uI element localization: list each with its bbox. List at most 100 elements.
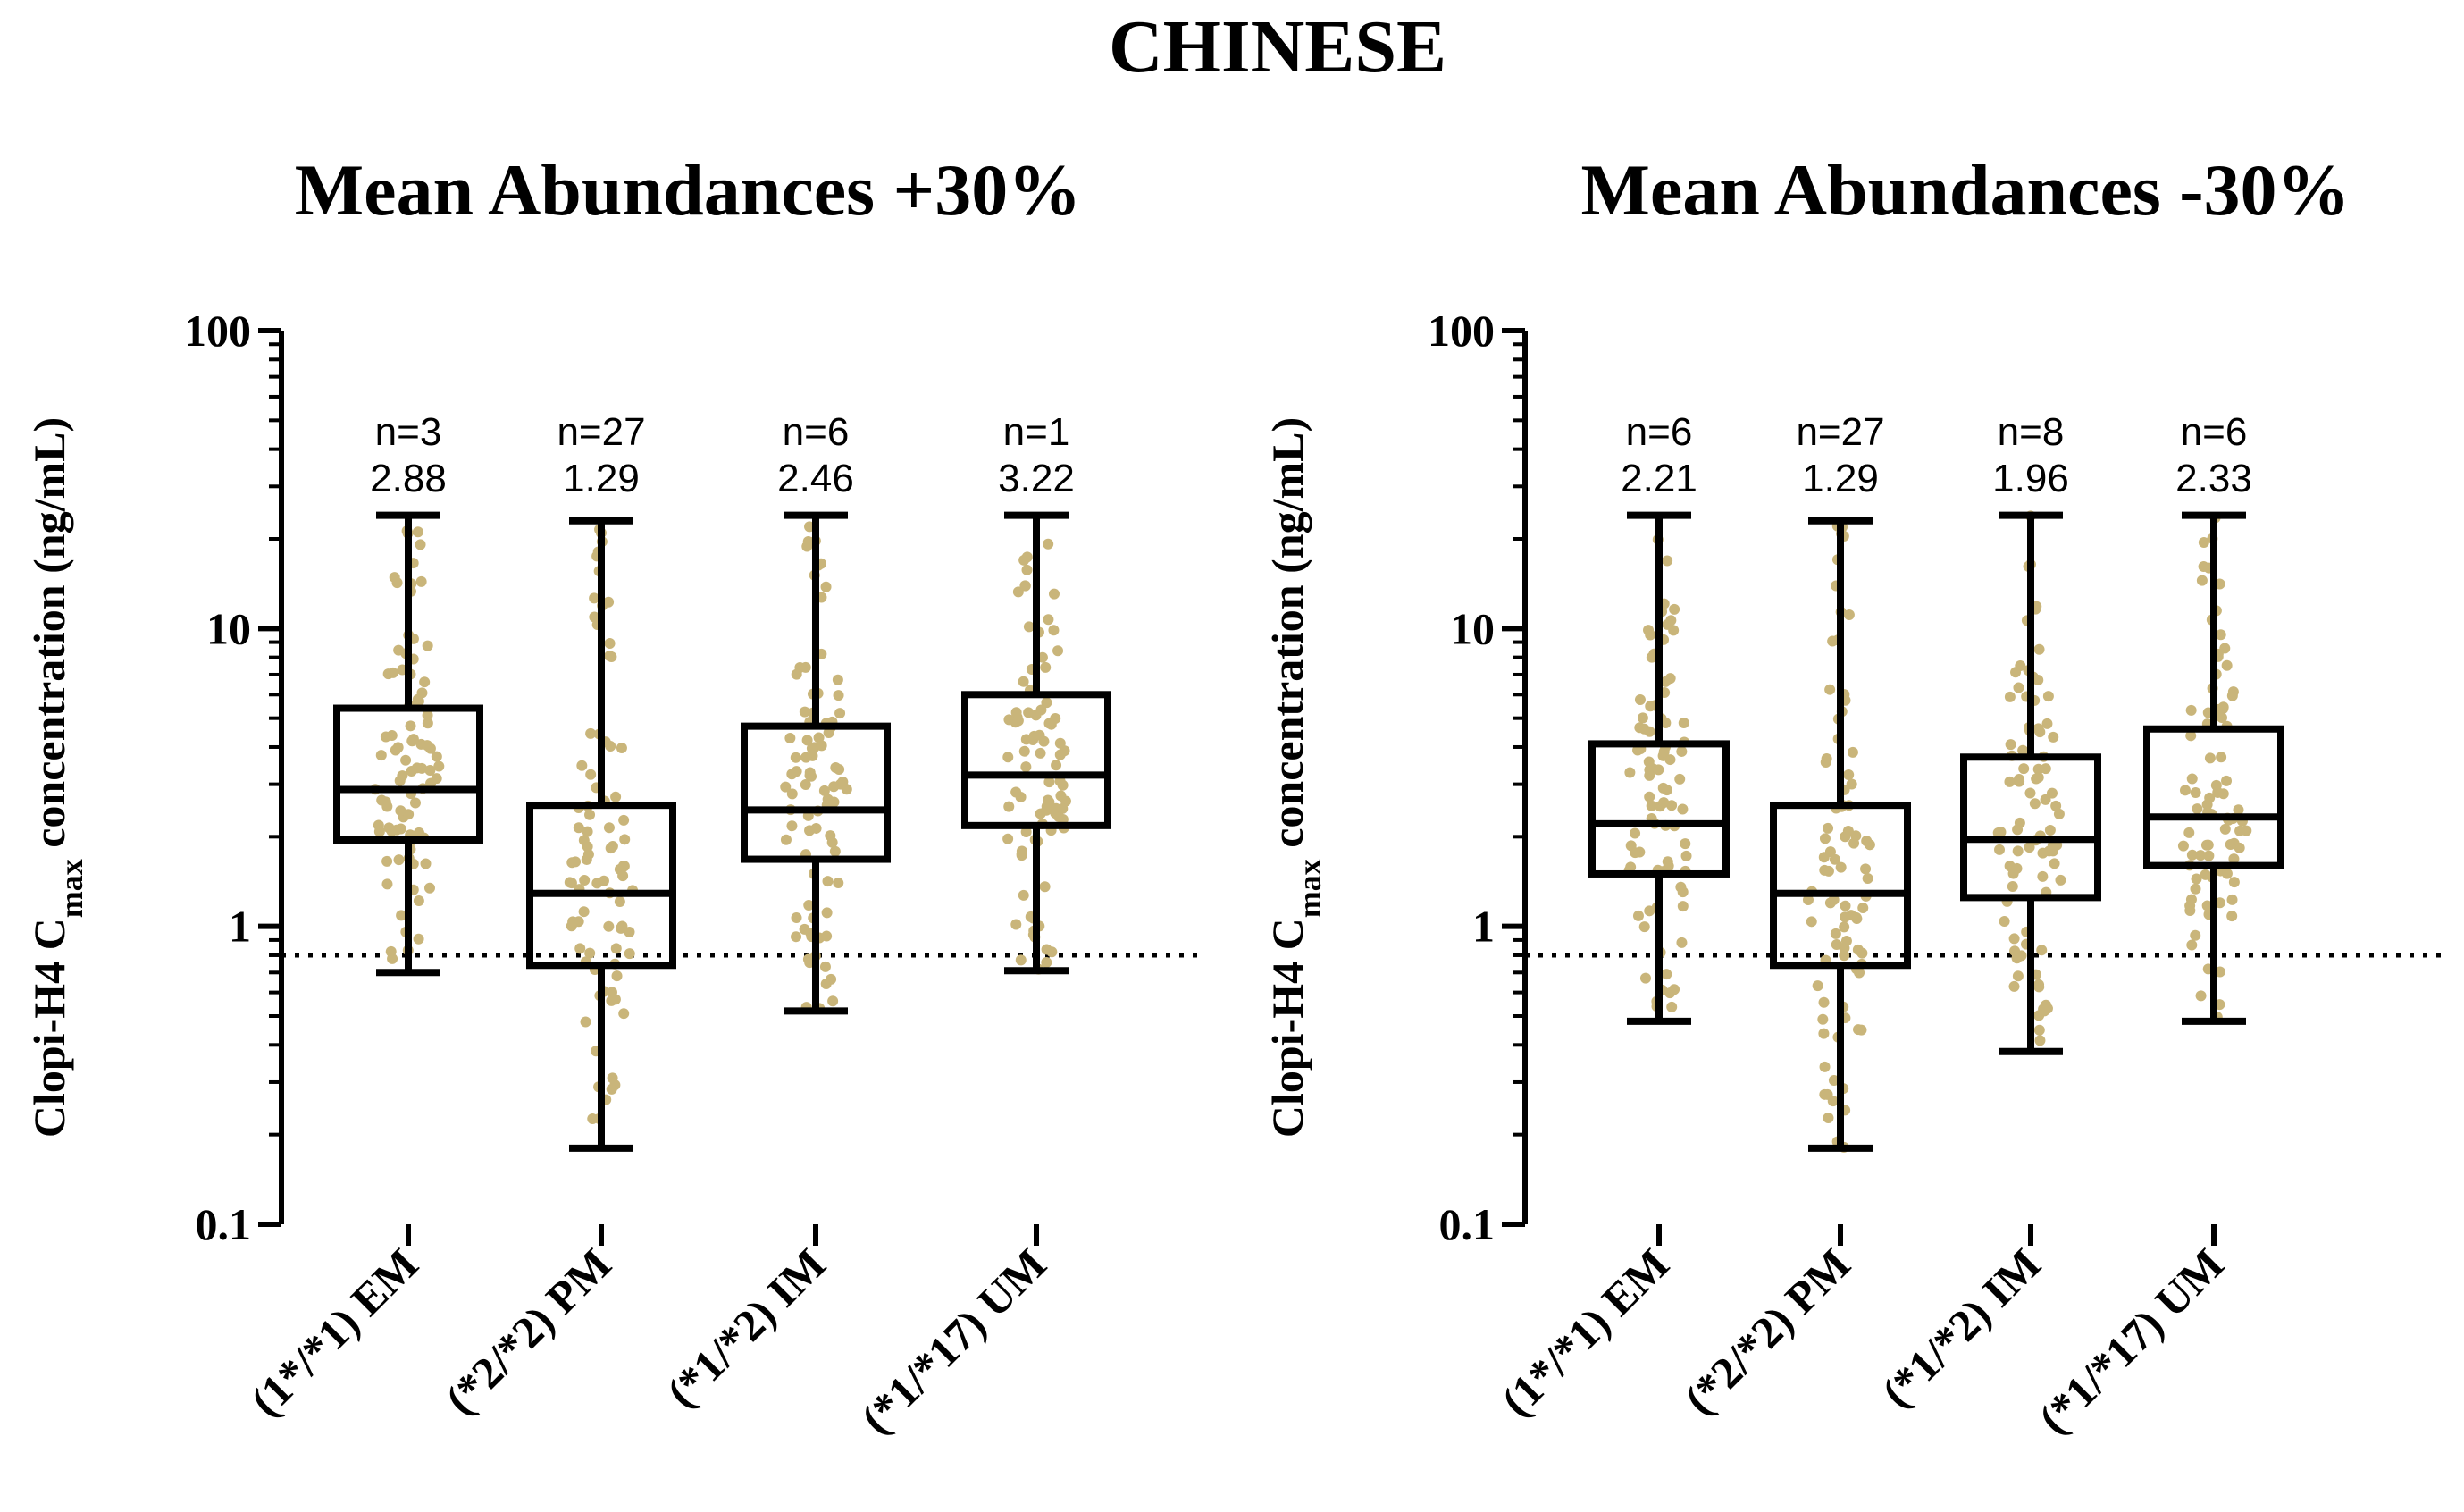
data-point [1048,588,1060,600]
x-tick-label: (1*/*1) EM [1491,1239,1678,1425]
data-point [1644,726,1655,737]
annotation-median: 2.33 [2175,457,2252,500]
data-point [1862,873,1873,885]
data-point [1823,822,1834,834]
data-point [1043,777,1055,788]
data-point [424,764,436,776]
data-point [618,1008,630,1020]
data-point [1018,745,1030,757]
data-point [2024,842,2035,853]
data-point [1035,747,1046,759]
data-point [1646,800,1657,811]
annotation-n: n=1 [1003,410,1070,454]
data-point [618,814,630,826]
data-point [1856,1024,1867,1036]
data-point [1021,551,1033,563]
annotation-median: 1.29 [563,457,640,500]
box-iqr [526,802,676,970]
data-point [1630,827,1641,839]
data-point [780,781,792,793]
data-point [2009,945,2021,957]
data-point [2053,808,2065,819]
data-point [801,735,813,746]
data-point [1054,749,1066,760]
data-point [433,760,445,772]
y-tick-label: 1 [229,902,251,952]
data-point [1824,846,1836,858]
data-point [1051,760,1062,771]
data-point [804,825,816,836]
box-group-3: n=62.46 (*1/*2) IM [657,410,891,1417]
data-point [611,970,623,982]
data-point [829,845,841,857]
data-point [413,933,424,945]
data-point [2195,990,2207,1002]
data-point [2055,874,2066,886]
data-point [610,943,622,954]
data-point [624,948,635,960]
data-point [607,840,618,852]
data-point [1857,903,1869,914]
annotation-median: 2.46 [777,457,854,500]
data-point [431,773,442,785]
data-point [406,735,418,747]
data-point [1041,801,1052,812]
data-point [1662,555,1673,567]
data-point [1999,915,2010,927]
data-point [393,854,405,866]
data-point [607,1072,618,1084]
data-point [616,743,627,754]
data-point [1839,950,1850,962]
data-point [2013,774,2024,785]
annotation-median: 1.96 [1992,457,2069,500]
box-group-4: n=62.33 (*1/*17) UM [2029,410,2284,1443]
data-point [2226,911,2238,922]
data-point [1669,603,1680,615]
annotation-n: n=27 [557,410,645,454]
chart-subtitle: Mean Abundances +30% [295,149,1082,231]
annotation-n: n=6 [2181,410,2248,454]
data-point [1674,773,1686,785]
data-point [1019,580,1031,592]
data-point [2228,877,2240,888]
data-point [574,943,586,954]
data-point [422,710,433,721]
data-point [397,770,408,782]
data-point [1664,754,1676,766]
data-point [841,784,852,795]
data-point [390,744,401,756]
data-point [2033,643,2045,655]
data-point [833,878,844,889]
data-point [819,961,831,972]
box-iqr [741,722,891,863]
data-point [2010,667,2022,678]
data-point [2012,845,2024,857]
data-point [609,994,621,1005]
data-point [2212,786,2224,798]
data-point [1644,791,1655,802]
data-point [604,651,616,662]
data-point [826,836,838,848]
data-point [2012,970,2024,982]
data-point [833,690,844,701]
data-point [2041,718,2053,729]
data-point [1020,826,1032,837]
data-point [2017,744,2029,756]
x-tick-label: (1*/*1) EM [240,1239,427,1425]
data-point [1676,745,1688,757]
data-point [1010,786,1022,798]
data-point [1848,837,1860,849]
data-point [1823,865,1834,877]
data-point [615,922,626,934]
data-point [1003,801,1015,812]
data-point [387,667,398,678]
annotation-n: n=8 [1998,410,2065,454]
data-point [2024,787,2036,799]
data-point [1057,802,1069,814]
data-point [2185,730,2197,742]
chart-panel-2: Mean Abundances -30% 100 10 1 0.1 Clopi-H4 Cm… [1262,149,2441,1443]
data-point [2049,858,2060,869]
data-point [422,718,433,729]
data-point [2204,792,2216,803]
data-point [2203,850,2215,861]
